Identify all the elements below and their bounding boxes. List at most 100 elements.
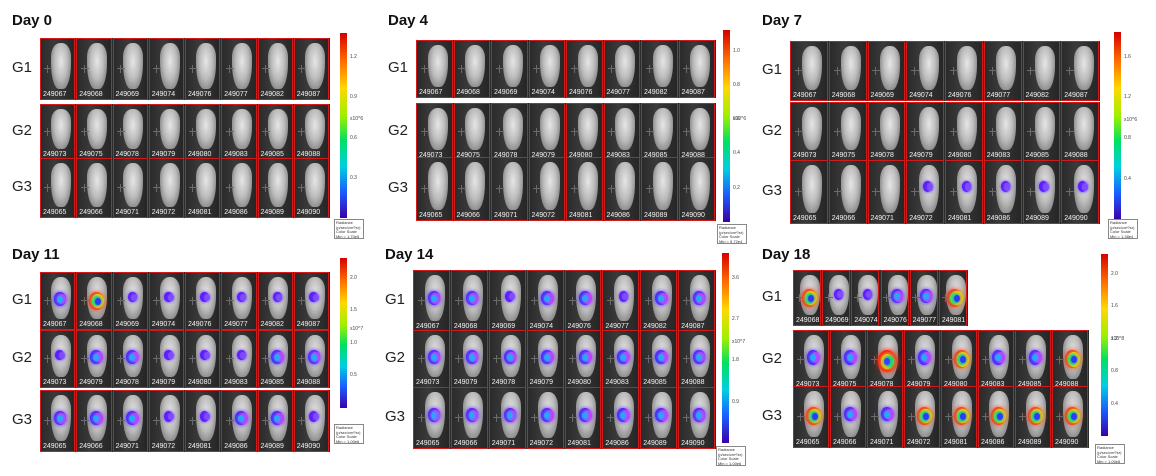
- mouse-id: 249073: [793, 152, 817, 159]
- crosshair-icon: [225, 65, 234, 73]
- group-label: G2: [762, 350, 783, 367]
- signal-blob: [56, 414, 63, 423]
- group-label: G1: [388, 59, 409, 76]
- mouse-frame: 249081: [941, 386, 977, 448]
- crosshair-icon: [455, 297, 464, 305]
- crosshair-icon: [644, 355, 653, 363]
- mouse-id: 249083: [986, 152, 1011, 159]
- color-scale-tick: 0.4: [733, 150, 740, 157]
- mouse-frame: 249068: [793, 270, 822, 326]
- mouse-frame: 249071: [491, 157, 528, 221]
- crosshair-icon: [949, 127, 958, 136]
- mouse-frame: 249082: [641, 40, 678, 98]
- crosshair-icon: [44, 184, 53, 192]
- signal-blob: [203, 412, 210, 421]
- crosshair-icon: [420, 65, 429, 73]
- image-strip: 249065 249066 249071 249072 249081 249086 2490…: [40, 158, 330, 218]
- legend-line: Radiance: [336, 425, 353, 430]
- mouse-frame: 249080: [185, 104, 221, 160]
- crosshair-icon: [1027, 127, 1036, 136]
- mouse-image: [690, 162, 711, 210]
- signal-blob: [56, 295, 63, 303]
- color-scale-tick: 0.3: [350, 174, 357, 181]
- signal-blob: [953, 294, 960, 303]
- mouse-id: 249090: [681, 212, 705, 219]
- crosshair-icon: [153, 184, 161, 192]
- mouse-id: 249074: [909, 92, 933, 99]
- mouse-id: 249088: [1064, 152, 1088, 159]
- crosshair-icon: [189, 65, 198, 73]
- image-strip: 249065 249066 249071 249072 249081 249086 2490…: [790, 160, 1100, 224]
- signal-blob: [167, 412, 174, 421]
- mouse-image: [123, 163, 144, 207]
- image-strip: 249073 249075 249078 249079 249080 249083 2490…: [416, 103, 716, 161]
- mouse-frame: 249078: [867, 102, 906, 161]
- mouse-image: [615, 108, 636, 150]
- mouse-id: 249089: [643, 440, 667, 447]
- crosshair-icon: [116, 128, 125, 136]
- mouse-frame: 249078: [488, 330, 526, 388]
- signal-blob: [240, 351, 247, 359]
- crosshair-icon: [493, 355, 502, 363]
- signal-blob: [93, 353, 100, 361]
- mouse-image: [50, 43, 71, 89]
- mouse-frame: 249082: [257, 272, 293, 330]
- mouse-image: [195, 109, 216, 149]
- mouse-frame: 249076: [880, 270, 909, 326]
- mouse-image: [690, 108, 711, 150]
- mouse-frame: 249078: [491, 103, 528, 161]
- crosshair-icon: [834, 413, 843, 421]
- mouse-frame: 249075: [76, 104, 112, 160]
- mouse-frame: 249067: [790, 41, 828, 101]
- color-scale-legend: Radiance (p/sec/cm²/sr) Color Scale Min = 1…: [1108, 219, 1138, 239]
- signal-blob: [695, 353, 702, 361]
- group-label: G2: [762, 121, 783, 139]
- mouse-image: [996, 107, 1017, 150]
- mouse-id: 249073: [796, 381, 820, 388]
- mouse-id: 249078: [494, 152, 518, 159]
- mouse-image: [268, 109, 289, 149]
- crosshair-icon: [80, 128, 89, 136]
- mouse-id: 249065: [416, 440, 440, 447]
- mouse-frame: 249077: [221, 272, 257, 330]
- crosshair-icon: [854, 294, 863, 302]
- crosshair-icon: [189, 297, 198, 305]
- legend-line: Color Scale: [1110, 229, 1131, 235]
- group-label: G3: [762, 407, 783, 424]
- signal-blob: [960, 412, 967, 421]
- image-strip: 249065 249066 249071 249072 249081 249086 2490…: [793, 386, 1089, 448]
- mouse-image: [615, 162, 636, 210]
- mouse-image: [652, 45, 673, 87]
- crosshair-icon: [872, 188, 881, 196]
- mouse-id: 249074: [531, 89, 555, 96]
- signal-blob: [812, 412, 819, 421]
- mouse-id: 249090: [296, 443, 321, 450]
- crosshair-icon: [531, 355, 540, 363]
- mouse-image: [50, 163, 71, 207]
- signal-blob: [544, 411, 551, 420]
- crosshair-icon: [949, 188, 958, 196]
- mouse-id: 249081: [188, 209, 212, 216]
- crosshair-icon: [911, 188, 919, 196]
- mouse-id: 249085: [644, 152, 668, 159]
- legend-line: Color Scale: [718, 456, 739, 462]
- crosshair-icon: [608, 65, 616, 73]
- image-strip: 249068 249069 249074 249076 249077 249081: [793, 270, 968, 326]
- crosshair-icon: [80, 417, 89, 425]
- signal-blob: [167, 293, 174, 301]
- crosshair-icon: [455, 414, 464, 422]
- signal-blob: [129, 414, 136, 423]
- color-scale-tick: 1.6: [1111, 303, 1118, 309]
- mouse-image: [879, 107, 900, 150]
- mouse-id: 249078: [870, 152, 894, 159]
- mouse-id: 249072: [151, 209, 176, 216]
- signal-blob: [129, 353, 136, 361]
- crosshair-icon: [298, 417, 306, 425]
- signal-blob: [620, 411, 627, 420]
- color-scale-tick: 0.4: [1124, 176, 1131, 183]
- crosshair-icon: [298, 65, 306, 73]
- mouse-id: 249089: [260, 209, 284, 216]
- mouse-frame: 249074: [148, 38, 184, 100]
- mouse-frame: 249081: [945, 160, 983, 224]
- crosshair-icon: [298, 128, 306, 136]
